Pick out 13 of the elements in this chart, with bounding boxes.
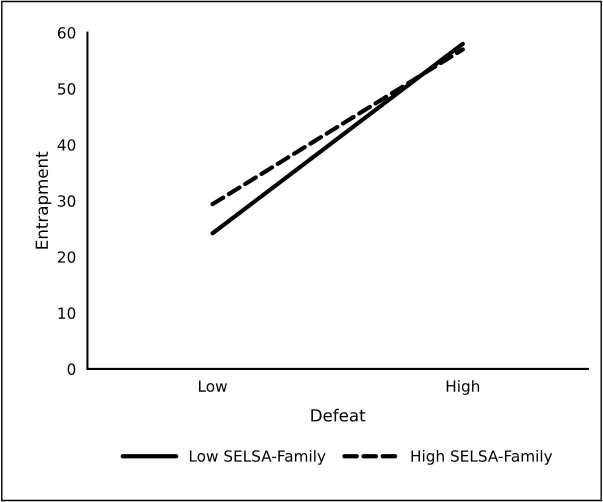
- y-axis-title: Entrapment: [36, 152, 52, 249]
- legend-label: High SELSA-Family: [412, 450, 552, 465]
- y-tick-label: 30: [58, 195, 76, 207]
- y-tick-label: 50: [58, 83, 76, 95]
- x-axis-title: Defeat: [311, 408, 366, 422]
- y-tick-label: 0: [68, 363, 76, 375]
- y-tick-label: 20: [58, 251, 76, 263]
- x-tick-label: High: [446, 380, 480, 395]
- y-tick-label: 40: [58, 139, 76, 151]
- legend-label: Low SELSA-Family: [190, 450, 326, 465]
- x-tick-label: Low: [199, 380, 227, 392]
- y-tick-label: 60: [58, 27, 76, 39]
- y-tick-label: 10: [58, 307, 76, 319]
